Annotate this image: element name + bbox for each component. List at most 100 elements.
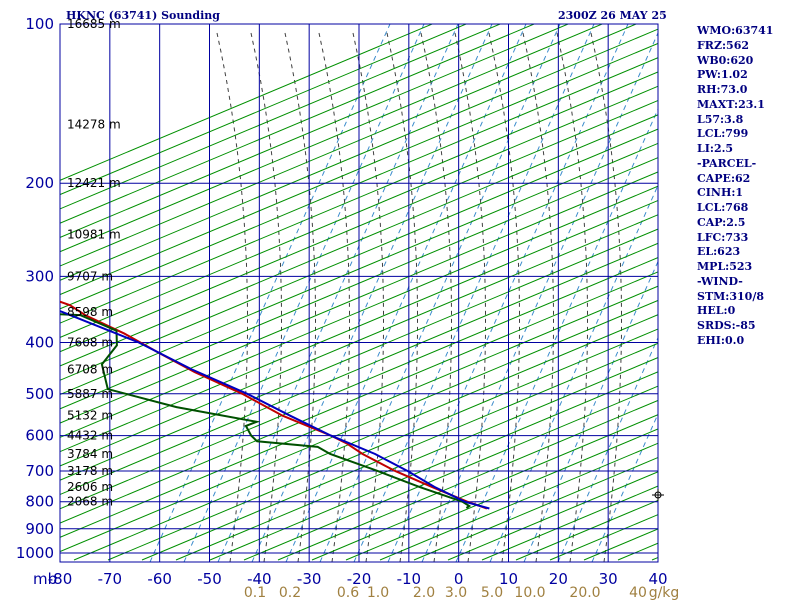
moist-adiabat-line: [590, 31, 622, 562]
height-label: 2606 m: [67, 480, 113, 494]
isotherms: [109, 24, 609, 562]
height-label: 14278 m: [67, 118, 121, 132]
moist-adiabat-line: [318, 31, 350, 562]
dry-adiabat-line: [60, 199, 658, 453]
stat-line: WMO:63741: [697, 24, 774, 37]
height-label: 9707 m: [67, 269, 113, 283]
mixing-ratio-label: 3.0: [445, 585, 467, 600]
stat-line: STM:310/8: [697, 289, 764, 303]
pressure-tick-label: 1000: [16, 544, 54, 562]
plot-frame: [59, 23, 659, 563]
stat-line: MPL:523: [697, 260, 753, 273]
moist-adiabat-line: [386, 31, 418, 562]
dry-adiabat-line: [73, 314, 658, 561]
dry-adiabat-line: [60, 24, 468, 196]
pressure-tick-labels: 100 200 300 400 500 600 700 800 900 1000: [16, 15, 54, 562]
mixing-ratio-labels: 0.1 0.2 0.6 1.0 2.0 3.0 5.0 10.0 20.0 40 g/kg: [244, 585, 679, 600]
height-label: 6708 m: [67, 363, 113, 377]
mixing-ratio-line: [285, 24, 527, 562]
moist-adiabat-line: [420, 31, 452, 562]
height-label: 3784 m: [67, 447, 113, 461]
stats-panel: WMO:63741 FRZ:562 WB0:620 PW:1.02 RH:73.0 MAX…: [697, 24, 773, 349]
dry-adiabat-line: [60, 271, 658, 524]
mixing-ratio-line: [489, 184, 658, 562]
stat-line: LI:2.5: [697, 142, 734, 155]
moist-adiabat-line: [352, 31, 384, 562]
dry-adiabats: [60, 0, 800, 561]
pressure-tick-label: 800: [25, 493, 54, 511]
dry-adiabat-line: [60, 285, 658, 538]
mixing-ratio-line: [455, 107, 658, 562]
height-label: 5887 m: [67, 387, 113, 401]
mixing-ratio-label: 5.0: [481, 585, 503, 600]
mixing-ratio-line: [149, 24, 391, 562]
stat-line: -PARCEL-: [697, 156, 757, 170]
temperature-tick-labels: mb-80 -70 -60 -50 -40 -30 -20 -10 0 10 20 30 40: [33, 570, 668, 588]
sounding-traces: [60, 300, 490, 510]
temperature-tick-label: -50: [197, 570, 222, 588]
stat-line: L57:3.8: [697, 112, 744, 126]
pressure-tick-label: 700: [25, 462, 54, 480]
stat-line: WB0:620: [697, 53, 754, 67]
temperature-tick-label: -60: [147, 570, 172, 588]
mixing-ratio-line: [251, 24, 493, 562]
stat-line: EHI:0.0: [697, 333, 745, 347]
height-label: 8598 m: [67, 305, 113, 319]
dry-adiabat-line: [60, 42, 658, 296]
temperature-tick-label: 30: [599, 570, 618, 588]
mixing-ratio-label: 40: [629, 585, 647, 600]
stat-line: RH:73.0: [697, 83, 748, 96]
height-label: 10981 m: [67, 228, 121, 242]
moist-adiabat-line: [454, 31, 486, 562]
temperature-tick-label: 10: [499, 570, 518, 588]
dry-adiabat-line: [60, 257, 658, 510]
wind-marker: [652, 489, 664, 501]
parcel-trace: [60, 310, 490, 510]
height-label: 7608 m: [67, 335, 113, 349]
temperature-tick-label: -20: [347, 570, 372, 588]
mixing-ratio-label: g/kg: [649, 585, 680, 600]
temperature-tick-label: 20: [549, 570, 568, 588]
height-label: 5132 m: [67, 409, 113, 423]
dry-adiabat-line: [60, 157, 658, 410]
mixing-ratio-lines: [149, 24, 658, 562]
dry-adiabat-line: [141, 342, 658, 561]
stat-line: LCL:799: [697, 127, 749, 141]
dry-adiabat-line: [60, 242, 658, 496]
pressure-tick-label: 100: [25, 15, 54, 33]
dry-adiabat-line: [60, 185, 658, 438]
stat-line: PW:1.02: [697, 68, 748, 82]
moist-adiabats: [216, 31, 622, 562]
mixing-ratio-label: 2.0: [413, 585, 435, 600]
stat-line: EL:623: [697, 245, 741, 259]
pressure-tick-label: 300: [25, 267, 54, 285]
temperature-tick-label: -10: [397, 570, 422, 588]
mixing-ratio-label: 0.2: [279, 585, 301, 600]
height-label: 2068 m: [67, 495, 113, 509]
stat-line: LCL:768: [697, 201, 749, 214]
moist-adiabat-line: [284, 31, 316, 562]
dry-adiabat-line: [788, 0, 800, 560]
pressure-tick-label: 400: [25, 333, 54, 351]
pressure-tick-label: 600: [25, 427, 54, 445]
moist-adiabat-line: [556, 31, 588, 562]
pressure-tick-label: 200: [25, 174, 54, 192]
stat-line: HEL:0: [697, 304, 736, 318]
dry-adiabat-line: [60, 28, 658, 281]
dewpoint-trace: [60, 313, 472, 509]
chart-time: 2300Z 26 MAY 25: [558, 9, 667, 22]
stat-line: CAPE:62: [697, 171, 751, 185]
stat-line: LFC:733: [697, 230, 749, 244]
mixing-ratio-label: 1.0: [367, 585, 389, 600]
dry-adiabat-line: [209, 371, 658, 561]
temperature-tick-label: 0: [454, 570, 464, 588]
height-labels: 16685 m 14278 m 12421 m 10981 m 9707 m 8598 m…: [67, 17, 121, 509]
stat-line: CINH:1: [697, 186, 744, 200]
height-label: 3178 m: [67, 464, 113, 478]
moist-adiabat-line: [250, 31, 282, 562]
dry-adiabat-line: [175, 357, 658, 561]
height-label: 12421 m: [67, 176, 121, 190]
mixing-ratio-line: [421, 31, 658, 562]
chart-title: HKNC (63741) Sounding: [66, 9, 220, 22]
